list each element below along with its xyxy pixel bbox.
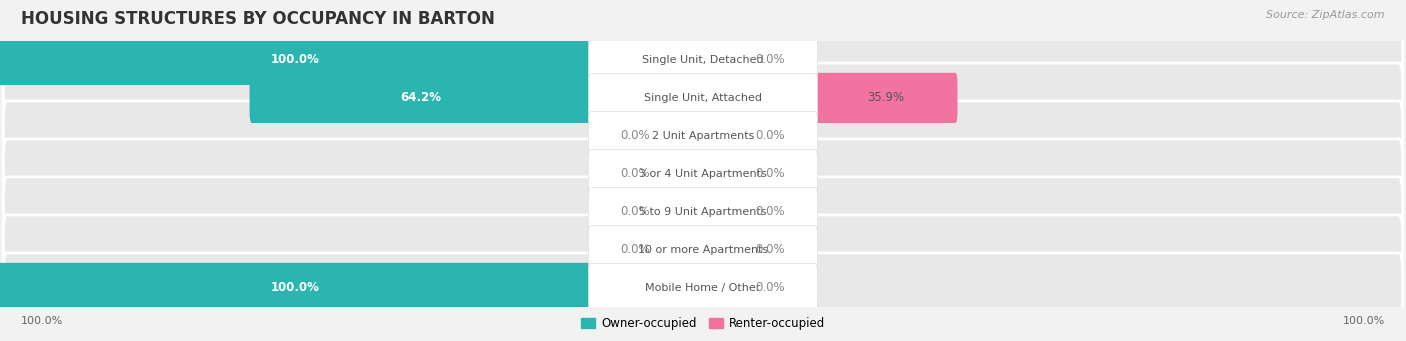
FancyBboxPatch shape <box>702 149 741 199</box>
Text: 0.0%: 0.0% <box>620 205 650 218</box>
Text: 0.0%: 0.0% <box>756 54 786 66</box>
Text: 0.0%: 0.0% <box>756 205 786 218</box>
FancyBboxPatch shape <box>666 225 706 275</box>
FancyBboxPatch shape <box>702 225 741 275</box>
Text: 0.0%: 0.0% <box>756 281 786 294</box>
Text: 0.0%: 0.0% <box>756 167 786 180</box>
Text: 0.0%: 0.0% <box>756 130 786 143</box>
FancyBboxPatch shape <box>3 101 1403 171</box>
Legend: Owner-occupied, Renter-occupied: Owner-occupied, Renter-occupied <box>576 313 830 335</box>
FancyBboxPatch shape <box>589 188 818 236</box>
FancyBboxPatch shape <box>589 112 818 160</box>
FancyBboxPatch shape <box>702 263 741 313</box>
FancyBboxPatch shape <box>589 264 818 312</box>
Text: Mobile Home / Other: Mobile Home / Other <box>645 283 761 293</box>
Text: 2 Unit Apartments: 2 Unit Apartments <box>652 131 754 141</box>
FancyBboxPatch shape <box>0 35 706 85</box>
Text: 64.2%: 64.2% <box>401 91 441 104</box>
FancyBboxPatch shape <box>3 139 1403 209</box>
FancyBboxPatch shape <box>666 149 706 199</box>
FancyBboxPatch shape <box>589 150 818 198</box>
FancyBboxPatch shape <box>3 253 1403 323</box>
FancyBboxPatch shape <box>589 226 818 274</box>
Text: 10 or more Apartments: 10 or more Apartments <box>638 245 768 255</box>
FancyBboxPatch shape <box>589 74 818 122</box>
FancyBboxPatch shape <box>3 177 1403 247</box>
Text: 35.9%: 35.9% <box>868 91 904 104</box>
FancyBboxPatch shape <box>589 35 818 84</box>
FancyBboxPatch shape <box>702 35 741 85</box>
Text: Single Unit, Attached: Single Unit, Attached <box>644 93 762 103</box>
Text: 3 or 4 Unit Apartments: 3 or 4 Unit Apartments <box>640 169 766 179</box>
Text: 100.0%: 100.0% <box>21 315 63 326</box>
Text: 0.0%: 0.0% <box>620 167 650 180</box>
Text: 100.0%: 100.0% <box>1343 315 1385 326</box>
Text: 0.0%: 0.0% <box>756 243 786 256</box>
Text: 100.0%: 100.0% <box>271 54 319 66</box>
FancyBboxPatch shape <box>702 187 741 237</box>
Text: 0.0%: 0.0% <box>620 243 650 256</box>
FancyBboxPatch shape <box>250 73 706 123</box>
FancyBboxPatch shape <box>3 63 1403 133</box>
Text: HOUSING STRUCTURES BY OCCUPANCY IN BARTON: HOUSING STRUCTURES BY OCCUPANCY IN BARTO… <box>21 10 495 28</box>
FancyBboxPatch shape <box>702 73 957 123</box>
FancyBboxPatch shape <box>666 187 706 237</box>
FancyBboxPatch shape <box>3 25 1403 95</box>
Text: Single Unit, Detached: Single Unit, Detached <box>643 55 763 65</box>
FancyBboxPatch shape <box>0 263 706 313</box>
Text: 5 to 9 Unit Apartments: 5 to 9 Unit Apartments <box>640 207 766 217</box>
Text: 0.0%: 0.0% <box>620 130 650 143</box>
FancyBboxPatch shape <box>702 111 741 161</box>
Text: 100.0%: 100.0% <box>271 281 319 294</box>
FancyBboxPatch shape <box>666 111 706 161</box>
Text: Source: ZipAtlas.com: Source: ZipAtlas.com <box>1267 10 1385 20</box>
FancyBboxPatch shape <box>3 215 1403 285</box>
